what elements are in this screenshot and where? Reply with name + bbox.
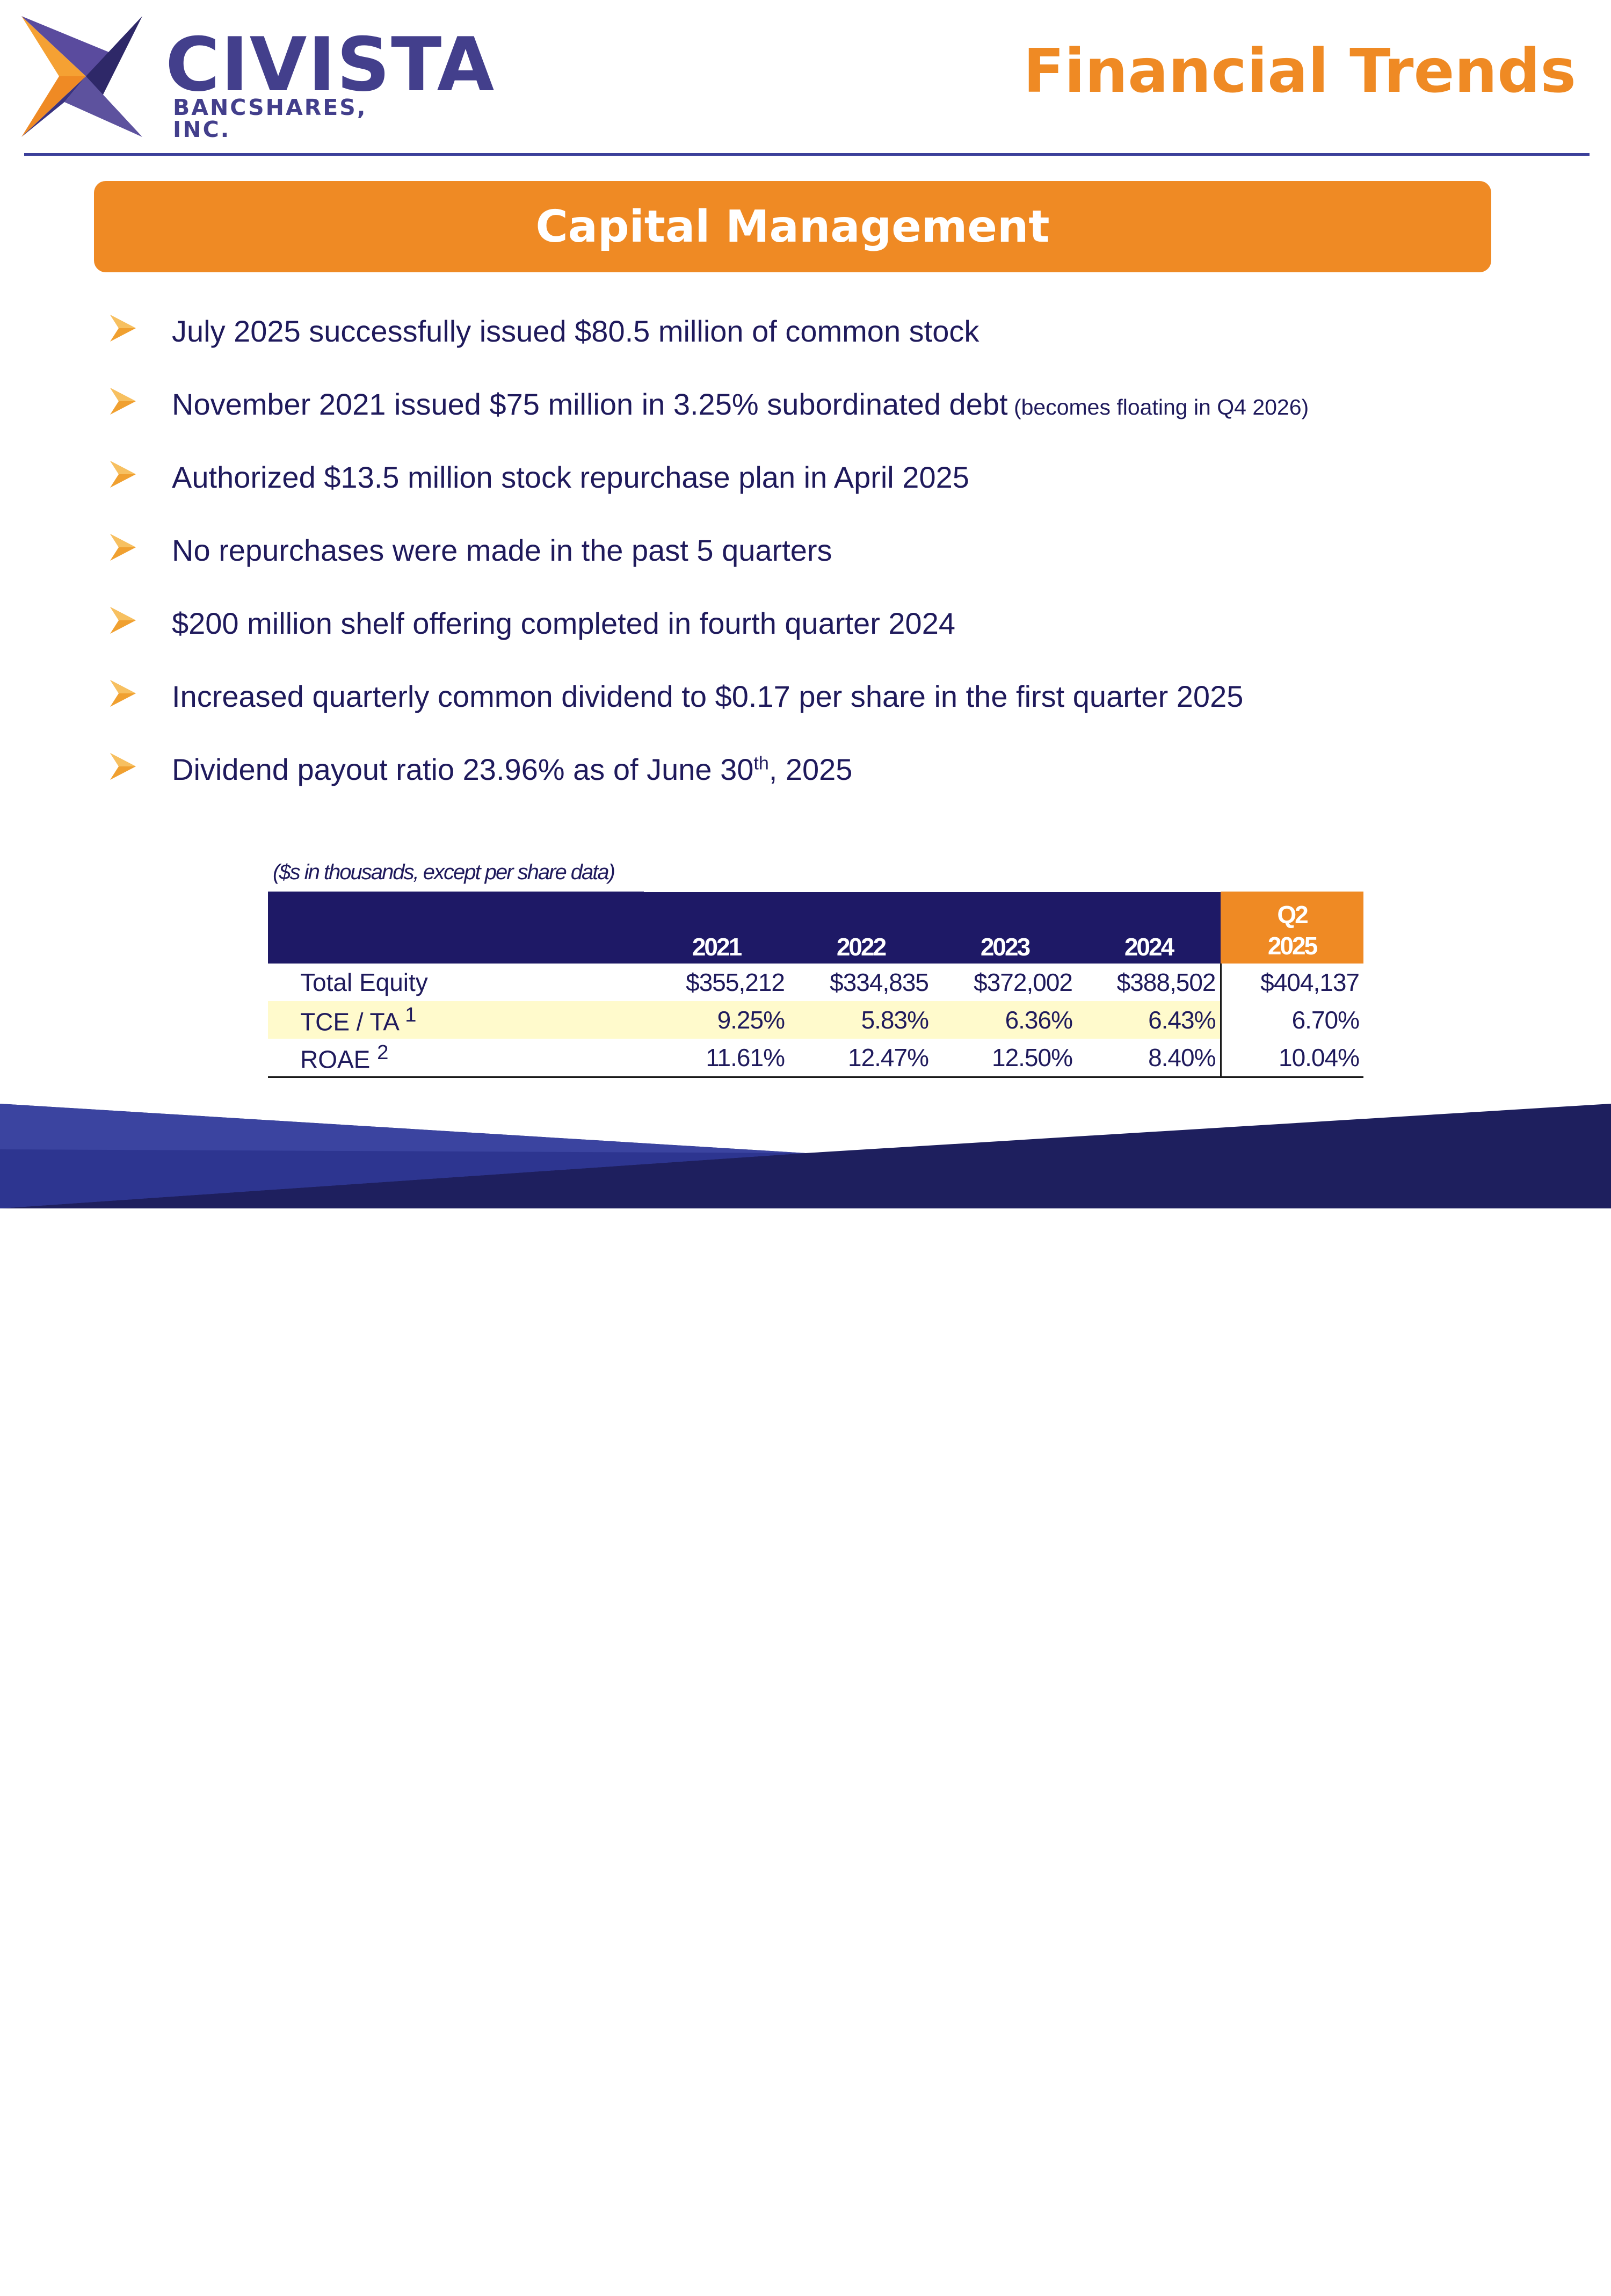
bullet-tail-text: , 2025: [768, 752, 853, 786]
table-cell: 9.25%: [644, 1001, 789, 1039]
table-cell: 6.43%: [1077, 1001, 1221, 1039]
q2-table-cell: 6.70%: [1220, 1001, 1363, 1039]
row-label: TCE / TA 1: [268, 1001, 644, 1039]
bullet-text: July 2025 successfully issued $80.5 mill…: [172, 314, 979, 348]
ordinal-suffix: th: [753, 753, 769, 774]
table-cell: $355,212: [686, 968, 785, 996]
star-logo-icon: [21, 16, 142, 137]
bullet-note: (becomes floating in Q4 2026): [1007, 395, 1309, 419]
bullet-list: July 2025 successfully issued $80.5 mill…: [110, 307, 1533, 819]
section-banner: Capital Management: [94, 181, 1491, 272]
arrow-bullet-icon: [110, 315, 136, 342]
arrow-bullet-icon: [110, 680, 136, 707]
arrow-bullet-icon: [110, 388, 136, 415]
arrow-bullet-icon: [110, 753, 136, 780]
column-header: 2022: [789, 890, 933, 964]
arrow-bullet-icon: [110, 607, 136, 634]
table-row: TCE / TA 1 9.25% 5.83% 6.36% 6.43% 6.70%: [268, 1001, 1363, 1039]
bullet-main-text: Dividend payout ratio 23.96% as of June …: [172, 752, 754, 786]
q2-table-cell: 10.04%: [1220, 1039, 1363, 1077]
row-label: Total Equity: [300, 968, 428, 996]
list-item: Dividend payout ratio 23.96% as of June …: [110, 745, 1533, 819]
footnotes: 1. TCE Non-GAAP reconciliation on page 4…: [39, 2237, 367, 2296]
list-item: Increased quarterly common dividend to $…: [110, 672, 1533, 745]
list-item: November 2021 issued $75 million in 3.25…: [110, 380, 1533, 453]
list-item: July 2025 successfully issued $80.5 mill…: [110, 307, 1533, 380]
arrow-bullet-icon: [110, 534, 136, 561]
bullet-text: No repurchases were made in the past 5 q…: [172, 533, 832, 567]
table-cell: 8.40%: [1148, 1044, 1216, 1071]
column-header: 2021: [644, 890, 789, 964]
bullet-text: Authorized $13.5 million stock repurchas…: [172, 460, 969, 494]
footer-background: [0, 1104, 1611, 1208]
q2-header-line1: Q2: [1277, 901, 1308, 929]
footnote: 2. LTM basis: [39, 2272, 133, 2291]
column-header: 2024: [1077, 890, 1221, 964]
page-number: 33: [1539, 2248, 1563, 2271]
q2-column-header: Q2 2025: [1221, 891, 1363, 964]
page-title: Financial Trends: [1023, 37, 1576, 106]
table-cell: 12.47%: [847, 1044, 929, 1071]
section-title: Capital Management: [535, 201, 1050, 252]
row-label-text: ROAE: [300, 1045, 371, 1074]
list-item: $200 million shelf offering completed in…: [110, 599, 1533, 672]
company-logo: CIVISTA BANCSHARES, INC.: [21, 16, 494, 141]
footnote-marker: 1: [405, 1003, 417, 1027]
list-item: Authorized $13.5 million stock repurchas…: [110, 453, 1533, 526]
header-divider: [24, 153, 1590, 156]
table-cell: $388,502: [1116, 968, 1216, 996]
bullet-text: November 2021 issued $75 million in 3.25…: [172, 380, 1309, 431]
table-cell: $334,835: [830, 968, 929, 996]
footnote: 1. TCE Non-GAAP reconciliation on page 4…: [39, 2242, 367, 2261]
bullet-text: $200 million shelf offering completed in…: [172, 606, 955, 640]
column-header: 2023: [933, 890, 1077, 964]
logo-name: CIVISTA: [165, 21, 496, 108]
table-header-row: 2021 2022 2023 2024 Q2 2025: [268, 890, 1363, 964]
list-item: No repurchases were made in the past 5 q…: [110, 526, 1533, 599]
capital-table: 2021 2022 2023 2024 Q2 2025 Total Equity …: [268, 890, 1363, 1078]
q2-table-cell: $404,137: [1220, 964, 1363, 1001]
table-cell: 12.50%: [991, 1044, 1073, 1071]
table-row: ROAE 2 11.61% 12.47% 12.50% 8.40% 10.04%: [268, 1039, 1363, 1077]
table-cell: 6.36%: [933, 1001, 1077, 1039]
footer-band: 1. TCE Non-GAAP reconciliation on page 4…: [0, 1098, 1611, 2291]
table-cell: 5.83%: [789, 1001, 933, 1039]
row-label-text: TCE / TA: [300, 1008, 398, 1036]
table-row: Total Equity $355,212 $334,835 $372,002 …: [268, 964, 1363, 1001]
arrow-bullet-icon: [110, 461, 136, 488]
logo-subtitle: BANCSHARES, INC.: [173, 95, 367, 142]
row-label: ROAE 2: [268, 1039, 644, 1077]
footnote-marker: 2: [377, 1041, 389, 1064]
table-cell: 11.61%: [706, 1044, 785, 1071]
bullet-text: Dividend payout ratio 23.96% as of June …: [172, 745, 852, 794]
bullet-text: Increased quarterly common dividend to $…: [172, 679, 1244, 713]
bullet-main-text: November 2021 issued $75 million in 3.25…: [172, 387, 1008, 421]
table-note: ($s in thousands, except per share data): [273, 860, 615, 884]
header-empty-cell: [268, 891, 644, 964]
q2-header-line2: 2025: [1267, 932, 1318, 960]
table-cell: $372,002: [974, 968, 1073, 996]
